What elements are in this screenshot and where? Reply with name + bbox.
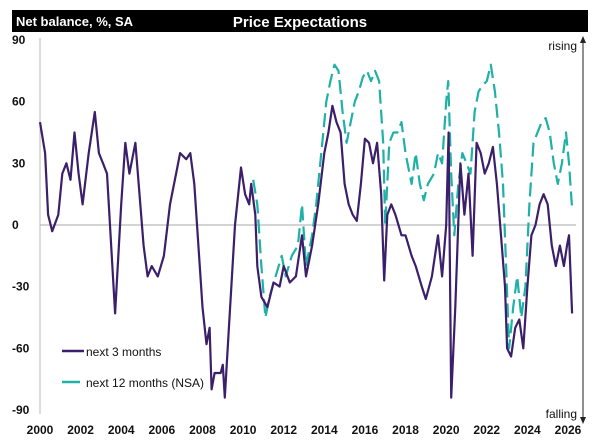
- x-tick-label: 2024: [514, 423, 541, 437]
- legend-label-next-3-months: next 3 months: [86, 345, 161, 359]
- chart-title: Price Expectations: [233, 14, 367, 31]
- x-tick-label: 2010: [230, 423, 257, 437]
- y-tick-label: 90: [12, 33, 26, 47]
- y-tick-label: -90: [12, 403, 30, 417]
- title-bar: [12, 10, 588, 32]
- x-tick-label: 2006: [148, 423, 175, 437]
- arrow-down-icon: [580, 417, 586, 424]
- y-tick-label: 30: [12, 156, 26, 170]
- legend: next 3 months next 12 months (NSA): [62, 345, 204, 390]
- legend-label-next-12-months: next 12 months (NSA): [86, 376, 204, 390]
- y-tick-label: 60: [12, 95, 26, 109]
- x-tick-label: 2026: [555, 423, 582, 437]
- x-tick-label: 2014: [311, 423, 338, 437]
- x-tick-label: 2016: [352, 423, 379, 437]
- falling-label: falling: [546, 407, 577, 421]
- x-tick-label: 2000: [27, 423, 54, 437]
- x-tick-label: 2018: [392, 423, 419, 437]
- x-tick-label: 2020: [433, 423, 460, 437]
- arrow-up-icon: [580, 36, 586, 43]
- series-line-next-12-months: [252, 63, 574, 350]
- rising-label: rising: [548, 39, 577, 53]
- x-tick-label: 2002: [67, 423, 94, 437]
- series-line-next-3-months: [38, 104, 574, 399]
- x-tick-label: 2012: [270, 423, 297, 437]
- y-tick-label: -60: [12, 341, 30, 355]
- x-tick-label: 2008: [189, 423, 216, 437]
- x-tick-label: 2004: [108, 423, 135, 437]
- y-axis-title: Net balance, %, SA: [16, 14, 134, 29]
- y-tick-label: -30: [12, 280, 30, 294]
- x-tick-label: 2022: [473, 423, 500, 437]
- y-tick-label: 0: [12, 218, 19, 232]
